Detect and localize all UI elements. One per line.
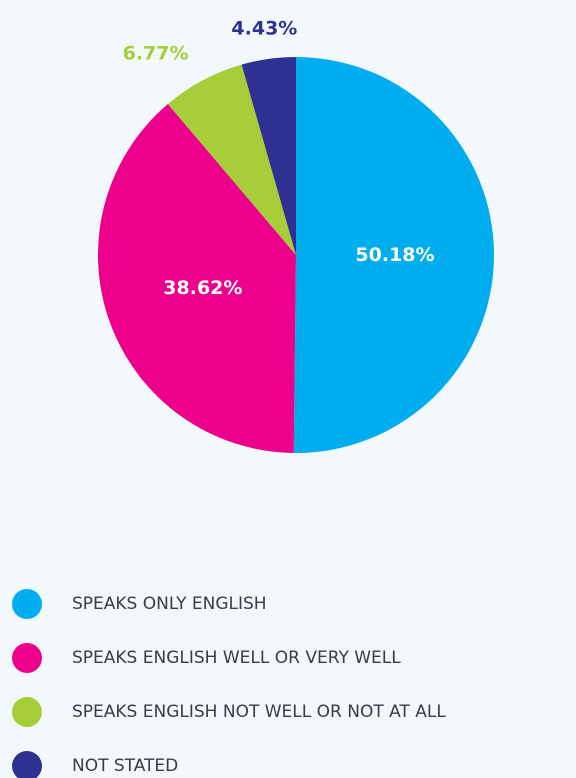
legend-swatch: [12, 589, 42, 619]
legend-label: NOT STATED: [72, 756, 178, 776]
legend-swatch: [12, 697, 42, 727]
pie-slice: [97, 104, 296, 453]
slice-label: 38.62%: [163, 277, 242, 299]
pie-slice: [241, 57, 296, 255]
legend-label: SPEAKS ONLY ENGLISH: [72, 594, 267, 614]
slice-label: 4.43%: [231, 18, 297, 40]
slice-label: 6.77%: [123, 42, 189, 64]
pie-slice: [167, 64, 296, 255]
pie-slice: [293, 57, 494, 453]
legend-label: SPEAKS ENGLISH NOT WELL OR NOT AT ALL: [72, 702, 446, 722]
slice-label: 50.18%: [355, 244, 434, 266]
legend-label: SPEAKS ENGLISH WELL OR VERY WELL: [72, 648, 401, 668]
legend-swatch: [12, 751, 42, 778]
legend-swatch: [12, 643, 42, 673]
